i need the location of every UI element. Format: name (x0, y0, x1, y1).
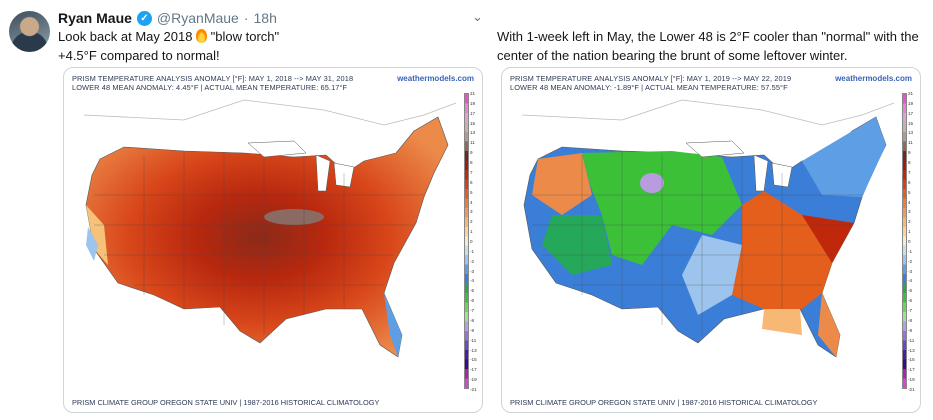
legend-tick-label: -15 (908, 357, 915, 363)
legend-tick-label: 1 (470, 229, 473, 235)
legend-tick-label: 5 (908, 189, 911, 195)
legend-tick-label: -17 (908, 367, 915, 373)
legend-tick-label: -6 (908, 298, 913, 304)
legend-tick-label: -3 (470, 268, 475, 274)
legend-tick-label: -9 (470, 327, 475, 333)
temperature-anomaly-map (502, 95, 900, 393)
legend-tick-label: 19 (908, 100, 914, 106)
legend-tick-label: 21 (470, 91, 476, 96)
author-handle[interactable]: @RyanMaue (156, 10, 239, 26)
legend-tick-label: 0 (908, 239, 911, 244)
legend-tick-label: 21 (908, 91, 914, 96)
legend-tick-label: 5 (470, 189, 473, 195)
legend-tick-label: 2 (470, 219, 473, 225)
map-image-2019[interactable]: PRISM TEMPERATURE ANALYSIS ANOMALY [°F]:… (501, 67, 921, 413)
legend-tick-label: 2 (908, 219, 911, 225)
tweet-text-line-1b: "blow torch" (207, 29, 280, 44)
legend-tick-label: 13 (908, 130, 914, 136)
color-scale-legend: 21 19 17 15 13 11 9 8 7 6 5 4 3 2 1 0 -1 -2 -3 -4 -5 -6 -7 -8 -9… (464, 90, 480, 392)
tweet-header: Ryan Maue ✓ @RyanMaue · 18h (58, 10, 277, 26)
tweet-text-line-2: +4.5°F compared to normal! (58, 48, 220, 63)
legend-tick-label: 4 (908, 199, 911, 205)
legend-tick-labels: 21 19 17 15 13 11 9 8 7 6 5 4 3 2 1 0 -1 -2 -3 -4 -5 -6 -7 -8 -9… (470, 90, 480, 392)
map-title: PRISM TEMPERATURE ANALYSIS ANOMALY [°F]:… (510, 74, 791, 92)
tweet-text-left: Look back at May 2018 "blow torch" +4.5°… (58, 27, 478, 65)
legend-tick-label: -8 (908, 317, 913, 323)
map-title-line-1: PRISM TEMPERATURE ANALYSIS ANOMALY [°F]:… (72, 74, 354, 83)
legend-tick-label: 15 (470, 120, 476, 126)
legend-tick-label: 6 (470, 179, 473, 185)
tweet-timestamp[interactable]: 18h (253, 10, 277, 26)
legend-tick-label: 1 (908, 229, 911, 235)
legend-tick-label: -13 (908, 347, 915, 353)
legend-tick-label: 7 (908, 169, 911, 175)
legend-tick-label: -5 (470, 288, 475, 294)
chevron-down-icon[interactable]: ⌄ (472, 9, 483, 24)
legend-tick-label: 19 (470, 100, 476, 106)
legend-tick-label: 3 (908, 209, 911, 215)
legend-tick-labels: 21 19 17 15 13 11 9 8 7 6 5 4 3 2 1 0 -1 -2 -3 -4 -5 -6 -7 -8 -9… (908, 90, 918, 392)
legend-tick-label: -21 (470, 387, 477, 392)
legend-tick-label: -19 (908, 377, 915, 383)
legend-tick-label: 0 (470, 239, 473, 244)
temperature-anomaly-map (64, 95, 462, 393)
map-title-line-2: LOWER 48 MEAN ANOMALY: -1.89°F | ACTUAL … (510, 83, 788, 92)
map-footer: PRISM CLIMATE GROUP OREGON STATE UNIV | … (510, 398, 818, 407)
legend-tick-label: 6 (908, 179, 911, 185)
legend-tick-label: -11 (470, 337, 477, 343)
legend-tick-label: -13 (470, 347, 477, 353)
legend-tick-label: -2 (908, 258, 913, 264)
color-scale-legend: 21 19 17 15 13 11 9 8 7 6 5 4 3 2 1 0 -1 -2 -3 -4 -5 -6 -7 -8 -9… (902, 90, 918, 392)
legend-tick-label: -15 (470, 357, 477, 363)
avatar[interactable] (9, 11, 50, 52)
legend-tick-label: 9 (470, 150, 473, 156)
author-name[interactable]: Ryan Maue (58, 10, 132, 26)
legend-tick-label: 11 (908, 140, 913, 146)
tweet-text-right: With 1-week left in May, the Lower 48 is… (497, 29, 919, 63)
legend-tick-label: -11 (908, 337, 915, 343)
legend-tick-label: -17 (470, 367, 477, 373)
legend-tick-label: 8 (908, 160, 911, 166)
legend-tick-label: -5 (908, 288, 913, 294)
legend-tick-label: 17 (908, 110, 914, 116)
map-image-2018[interactable]: PRISM TEMPERATURE ANALYSIS ANOMALY [°F]:… (63, 67, 483, 413)
legend-tick-label: 4 (470, 199, 473, 205)
legend-tick-label: -1 (908, 248, 913, 254)
legend-tick-label: -7 (470, 308, 475, 314)
map-title: PRISM TEMPERATURE ANALYSIS ANOMALY [°F]:… (72, 74, 353, 92)
legend-tick-label: -1 (470, 248, 475, 254)
legend-tick-label: -7 (908, 308, 913, 314)
legend-tick-label: -6 (470, 298, 475, 304)
legend-tick-label: 13 (470, 130, 476, 136)
legend-tick-label: -21 (908, 387, 915, 392)
legend-tick-label: 11 (470, 140, 475, 146)
legend-tick-label: 15 (908, 120, 914, 126)
map-title-line-1: PRISM TEMPERATURE ANALYSIS ANOMALY [°F]:… (510, 74, 792, 83)
legend-tick-label: -4 (470, 278, 475, 284)
tweet-text-line-1a: Look back at May 2018 (58, 29, 197, 44)
verified-badge-icon: ✓ (136, 10, 152, 26)
legend-tick-label: -9 (908, 327, 913, 333)
legend-tick-label: -4 (908, 278, 913, 284)
map-footer: PRISM CLIMATE GROUP OREGON STATE UNIV | … (72, 398, 380, 407)
legend-tick-label: 9 (908, 150, 911, 156)
legend-tick-label: 7 (470, 169, 473, 175)
time-separator: · (243, 10, 249, 26)
map-brand: weathermodels.com (397, 74, 474, 83)
legend-color-bar (902, 93, 907, 389)
map-brand: weathermodels.com (835, 74, 912, 83)
legend-tick-label: 3 (470, 209, 473, 215)
legend-color-bar (464, 93, 469, 389)
legend-tick-label: -2 (470, 258, 475, 264)
legend-tick-label: -3 (908, 268, 913, 274)
legend-tick-label: -19 (470, 377, 477, 383)
legend-tick-label: 17 (470, 110, 476, 116)
map-title-line-2: LOWER 48 MEAN ANOMALY: 4.45°F | ACTUAL M… (72, 83, 348, 92)
legend-tick-label: 8 (470, 160, 473, 166)
fire-emoji-icon (196, 29, 208, 43)
legend-tick-label: -8 (470, 317, 475, 323)
